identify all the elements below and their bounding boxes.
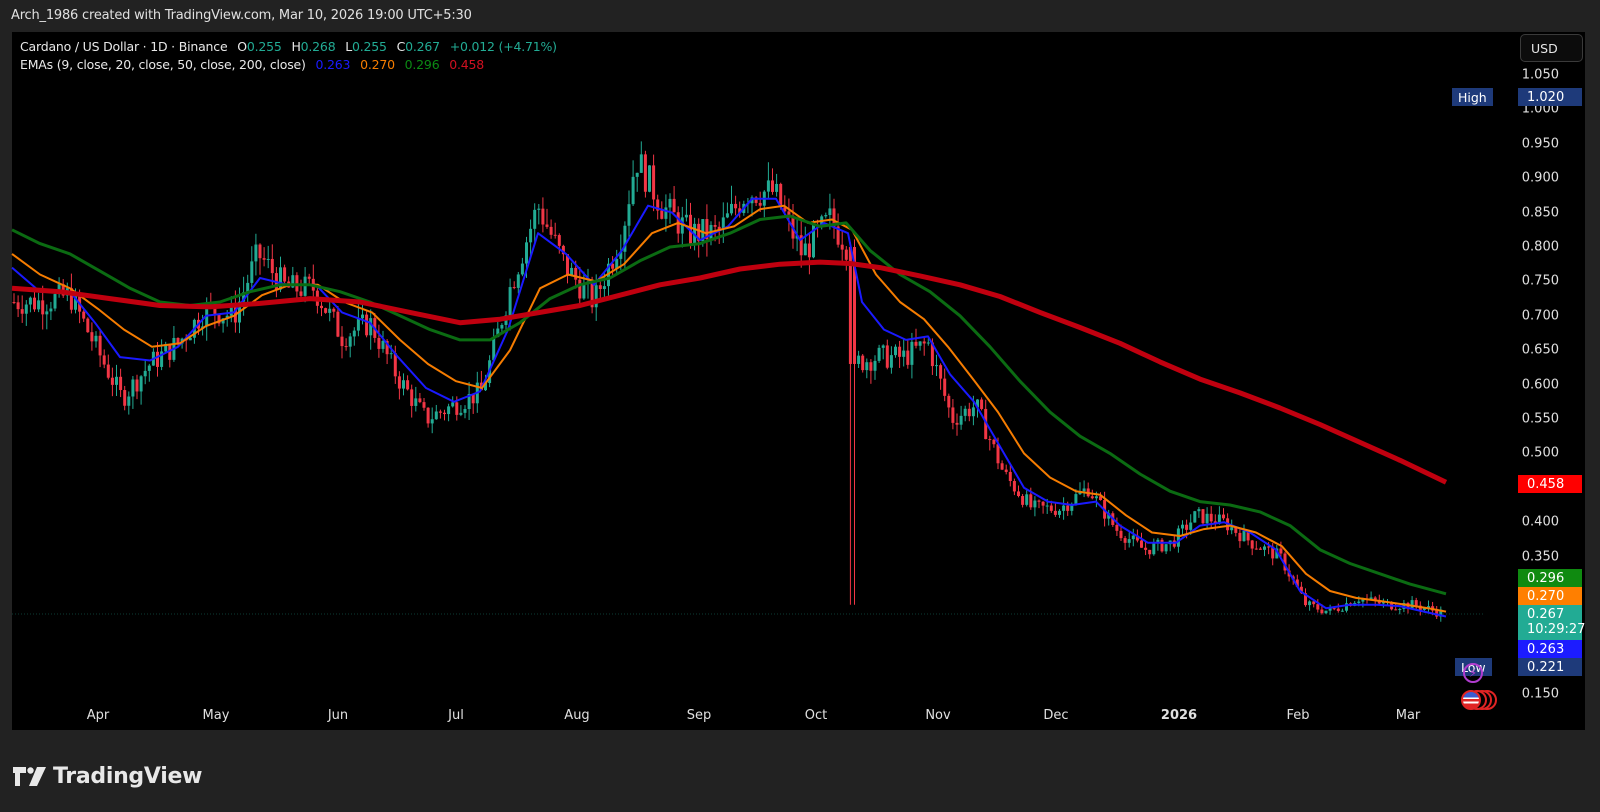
ema9-price-tag: 0.263 [1518, 640, 1582, 658]
price-tick: 0.150 [1521, 686, 1559, 702]
candlestick-series [12, 141, 1443, 622]
ema9-value: 0.263 [315, 57, 351, 72]
ema50-line [11, 214, 1447, 596]
currency-button[interactable]: USD [1520, 34, 1583, 62]
price-tick: 0.500 [1521, 445, 1559, 461]
price-tick: 0.950 [1521, 136, 1559, 152]
time-tick: 2026 [1160, 708, 1198, 723]
us-flag-icon [1461, 690, 1481, 710]
us-flag-events-icon[interactable] [1461, 690, 1501, 710]
lightning-event-icon[interactable]: ⚡ [1463, 663, 1483, 683]
ema200-price-tag: 0.458 [1518, 475, 1582, 493]
time-tick: Jun [327, 708, 349, 723]
bar-countdown: 10:29:27 [1527, 622, 1586, 637]
chart-attribution: Arch_1986 created with TradingView.com, … [11, 8, 472, 23]
high-label: H [291, 39, 301, 54]
ema-indicator-title[interactable]: EMAs (9, close, 20, close, 50, close, 20… [20, 57, 306, 72]
tradingview-wordmark: TradingView [53, 764, 203, 789]
ema50-price-tag: 0.296 [1518, 569, 1582, 587]
price-tick: 0.850 [1521, 205, 1559, 221]
ema20-line [11, 204, 1447, 613]
ema200-line [11, 259, 1448, 485]
tradingview-logo[interactable]: TradingView [13, 764, 202, 789]
change-value: +0.012 (+4.71%) [449, 39, 557, 54]
time-tick: Dec [1043, 708, 1069, 723]
price-tick: 0.350 [1521, 549, 1559, 565]
time-tick: Sep [686, 708, 712, 723]
price-tick: 0.550 [1521, 411, 1559, 427]
price-tick: 0.800 [1521, 239, 1559, 255]
ema9-line [11, 197, 1447, 618]
open-label: O [237, 39, 247, 54]
symbol-title[interactable]: Cardano / US Dollar · 1D · Binance [20, 39, 228, 54]
time-tick: May [202, 708, 230, 723]
ema-lines [11, 197, 1448, 618]
time-tick: Jul [448, 708, 464, 723]
ema20-price-tag: 0.270 [1518, 587, 1582, 605]
chart-panel[interactable] [12, 32, 1585, 730]
ema20-value: 0.270 [360, 57, 395, 72]
price-tick: 0.700 [1521, 308, 1559, 324]
low-value-tag: 0.221 [1518, 658, 1582, 676]
tradingview-logo-icon [13, 766, 46, 786]
time-tick: Nov [925, 708, 951, 723]
price-tick: 0.750 [1521, 273, 1559, 289]
price-tick: 0.400 [1521, 514, 1559, 530]
price-tick: 0.650 [1521, 342, 1559, 358]
time-tick: Apr [86, 708, 110, 723]
high-value: 0.268 [300, 39, 336, 54]
ema-indicator-row: EMAs (9, close, 20, close, 50, close, 20… [20, 56, 557, 74]
last-price-value: 0.267 [1527, 607, 1565, 622]
low-label: L [345, 39, 352, 54]
last-price-tag: 0.267 10:29:27 [1518, 605, 1586, 640]
ema50-value: 0.296 [404, 57, 440, 72]
price-tick: 0.900 [1521, 170, 1559, 186]
low-value: 0.255 [352, 39, 387, 54]
ema200-value: 0.458 [449, 57, 485, 72]
high-value-tag: 1.020 [1518, 88, 1582, 106]
time-tick: Mar [1395, 708, 1421, 723]
price-tick: 1.050 [1521, 67, 1559, 83]
chart-legend: Cardano / US Dollar · 1D · Binance O0.25… [20, 38, 557, 74]
close-value: 0.267 [405, 39, 440, 54]
symbol-ohlc-row: Cardano / US Dollar · 1D · Binance O0.25… [20, 38, 557, 56]
time-tick: Aug [564, 708, 590, 723]
price-tick: 0.600 [1521, 377, 1559, 393]
open-value: 0.255 [246, 39, 282, 54]
close-label: C [396, 39, 406, 54]
time-tick: Feb [1286, 708, 1310, 723]
high-label-tag: High [1452, 88, 1493, 106]
time-tick: Oct [804, 708, 828, 723]
